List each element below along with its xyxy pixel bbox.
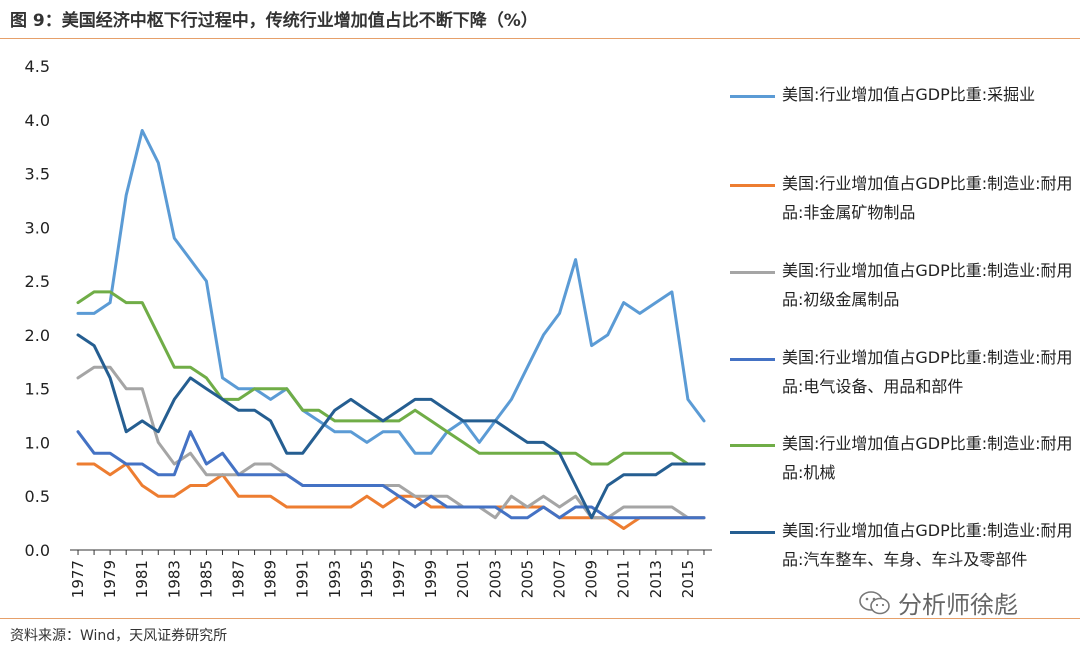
series-line-mining — [76, 129, 706, 455]
series-line-primary-metal — [76, 365, 706, 520]
legend-swatch-electrical — [730, 358, 775, 361]
x-tick-label: 1985 — [197, 560, 215, 598]
x-tick-label: 2011 — [615, 560, 633, 598]
legend-swatch-motor — [730, 531, 775, 534]
chart-title: 图 9：美国经济中枢下行过程中，传统行业增加值占比不断下降（%） — [10, 11, 538, 31]
x-tick-label: 2001 — [454, 560, 472, 598]
x-tick-label: 1983 — [165, 560, 183, 598]
legend-label-mining: 美国:行业增加值占GDP比重:采掘业 — [782, 85, 1036, 104]
legend-label-electrical: 美国:行业增加值占GDP比重:制造业:耐用品:电气设备、用品和部件 — [782, 348, 1073, 396]
x-tick-label: 1993 — [326, 560, 344, 598]
chart-axes: 0.0 0.5 1.0 1.5 2.0 2.5 3.0 3.5 4.0 4.5 1977 1979 19… — [25, 57, 712, 598]
x-tick-label: 2013 — [647, 560, 665, 598]
x-tick-label: 1997 — [390, 560, 408, 598]
watermark-text: 分析师徐彪 — [898, 591, 1018, 619]
x-tick-label: 1995 — [358, 560, 376, 598]
x-tick-label: 2009 — [583, 560, 601, 598]
x-tick-label: 1991 — [294, 560, 312, 598]
y-tick-label: 3.0 — [25, 218, 50, 237]
x-tick-label: 2003 — [486, 560, 504, 598]
legend-label-primary-metal: 美国:行业增加值占GDP比重:制造业:耐用品:初级金属制品 — [782, 261, 1073, 309]
chart-series — [76, 129, 706, 530]
watermark: 分析师徐彪 — [858, 585, 1018, 620]
legend-label-nonmetal: 美国:行业增加值占GDP比重:制造业:耐用品:非金属矿物制品 — [782, 174, 1073, 222]
wechat-icon — [859, 590, 890, 614]
x-tick-label: 1999 — [422, 560, 440, 598]
y-tick-label: 0.5 — [25, 487, 50, 506]
x-tick-label: 1979 — [101, 560, 119, 598]
legend-swatch-machinery — [730, 444, 775, 447]
y-tick-label: 2.5 — [25, 272, 50, 291]
x-tick-label: 1987 — [230, 560, 248, 598]
y-tick-label: 1.5 — [25, 380, 50, 399]
x-tick-label: 1989 — [262, 560, 280, 598]
y-tick-label: 2.0 — [25, 326, 50, 345]
legend-swatch-mining — [730, 95, 775, 98]
y-tick-label: 4.5 — [25, 57, 50, 76]
legend-swatch-nonmetal — [730, 184, 775, 187]
x-tick-label: 2007 — [551, 560, 569, 598]
source-divider — [0, 618, 1080, 619]
series-line-machinery — [76, 290, 706, 466]
line-chart: 0.0 0.5 1.0 1.5 2.0 2.5 3.0 3.5 4.0 4.5 1977 1979 19… — [25, 57, 712, 598]
title-divider — [0, 38, 1080, 39]
legend-swatch-primary-metal — [730, 271, 775, 274]
series-line-motor — [76, 333, 706, 520]
legend-label-motor: 美国:行业增加值占GDP比重:制造业:耐用品:汽车整车、车身、车斗及零部件 — [782, 521, 1073, 569]
legend-label-machinery: 美国:行业增加值占GDP比重:制造业:耐用品:机械 — [782, 434, 1073, 482]
y-tick-label: 1.0 — [25, 433, 50, 452]
series-line-electrical — [76, 430, 706, 520]
y-tick-label: 4.0 — [25, 111, 50, 130]
x-tick-label: 1981 — [133, 560, 151, 598]
x-tick-label: 2005 — [518, 560, 536, 598]
x-tick-label: 1977 — [69, 560, 87, 598]
y-tick-label: 0.0 — [25, 541, 50, 560]
y-tick-label: 3.5 — [25, 165, 50, 184]
x-tick-label: 2015 — [679, 560, 697, 598]
source-note: 资料来源：Wind，天风证券研究所 — [10, 628, 228, 644]
